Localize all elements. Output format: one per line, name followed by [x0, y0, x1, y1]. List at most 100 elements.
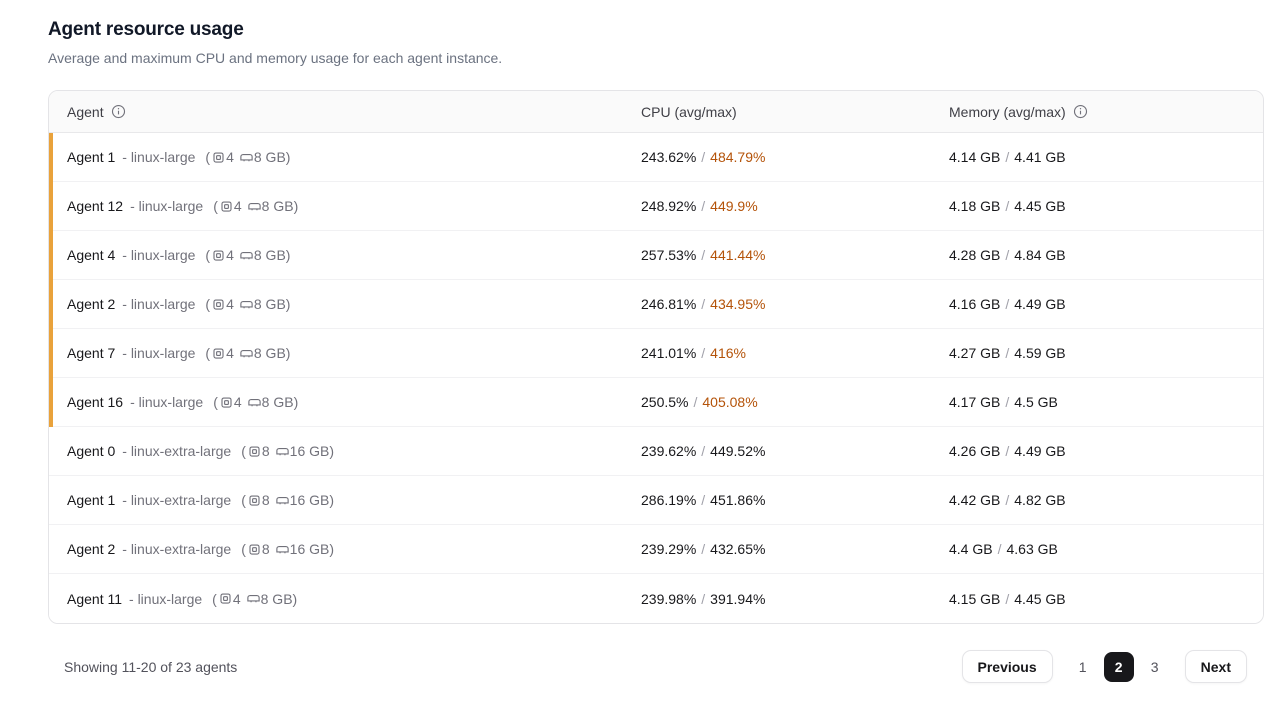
value-separator: / [997, 541, 1002, 557]
memory-cell: 4.17 GB/4.5 GB [949, 394, 1263, 410]
memory-cell: 4.42 GB/4.82 GB [949, 492, 1263, 508]
agent-name: Agent 2 [67, 541, 116, 557]
cpu-chip-icon [249, 445, 260, 457]
table-row: Agent 11 - linux-large ( 4 8 GB ) 239.98… [49, 574, 1263, 623]
cpu-cell: 246.81%/434.95% [641, 296, 949, 312]
agent-spec: ( 4 8 GB ) [205, 345, 290, 361]
agent-machine-type: - linux-large [122, 149, 196, 165]
spec-cores: 8 [261, 541, 270, 557]
memory-stick-icon [275, 447, 289, 455]
column-header-cpu: CPU (avg/max) [641, 104, 949, 120]
spec-close-paren: ) [329, 492, 335, 508]
cpu-cell: 248.92%/449.9% [641, 198, 949, 214]
results-summary: Showing 11-20 of 23 agents [64, 658, 238, 675]
spec-close-paren: ) [285, 296, 291, 312]
memory-stick-icon [275, 496, 289, 504]
cpu-cell: 243.62%/484.79% [641, 149, 949, 165]
page-button-3[interactable]: 3 [1140, 652, 1170, 682]
previous-button[interactable]: Previous [961, 650, 1053, 683]
spec-open-paren: ( [205, 247, 211, 263]
next-button[interactable]: Next [1184, 650, 1247, 683]
agent-machine-type: - linux-extra-large [122, 541, 232, 557]
cpu-chip-icon [249, 543, 260, 555]
spec-cores: 4 [226, 149, 234, 165]
spec-ram: 8 GB [261, 198, 294, 214]
memory-avg: 4.14 GB [949, 149, 1001, 165]
agent-machine-type: - linux-large [130, 394, 204, 410]
value-separator: / [1005, 492, 1010, 508]
value-separator: / [1005, 443, 1010, 459]
cpu-avg: 239.62% [641, 443, 697, 459]
agent-cell: Agent 7 - linux-large ( 4 8 GB ) [49, 345, 641, 361]
memory-avg: 4.16 GB [949, 296, 1001, 312]
cpu-cell: 241.01%/416% [641, 345, 949, 361]
agent-spec: ( 8 16 GB ) [241, 541, 334, 557]
agent-resource-usage-page: Agent resource usage Average and maximum… [48, 19, 1264, 683]
cpu-chip-icon [221, 396, 232, 408]
agent-machine-type: - linux-large [122, 247, 196, 263]
page-subtitle: Average and maximum CPU and memory usage… [48, 50, 503, 66]
spec-close-paren: ) [293, 394, 299, 410]
agent-name: Agent 0 [67, 443, 116, 459]
page-button-2[interactable]: 2 [1103, 651, 1134, 682]
spec-ram: 16 GB [289, 541, 330, 557]
cpu-chip-icon [221, 200, 232, 212]
spec-close-paren: ) [292, 590, 298, 607]
agent-spec: ( 4 8 GB ) [205, 296, 290, 312]
page-button-1[interactable]: 1 [1068, 652, 1098, 682]
cpu-avg: 248.92% [641, 198, 697, 214]
memory-max: 4.59 GB [1014, 345, 1066, 361]
cpu-max: 416% [710, 345, 746, 361]
table-row: Agent 4 - linux-large ( 4 8 GB ) 257.53%… [49, 231, 1263, 280]
spec-close-paren: ) [285, 345, 291, 361]
agent-name: Agent 4 [67, 247, 116, 263]
agent-machine-type: - linux-extra-large [122, 492, 232, 508]
spec-open-paren: ( [241, 443, 246, 459]
memory-stick-icon [240, 251, 253, 259]
agent-name: Agent 11 [67, 590, 123, 607]
cpu-cell: 239.98%/391.94% [641, 591, 949, 607]
memory-avg: 4.26 GB [949, 443, 1001, 459]
memory-avg: 4.4 GB [949, 541, 993, 557]
spec-open-paren: ( [213, 394, 218, 410]
cpu-avg: 239.98% [641, 590, 697, 607]
agent-cell: Agent 0 - linux-extra-large ( 8 16 GB ) [49, 443, 641, 459]
spec-cores: 4 [226, 296, 234, 312]
agent-spec: ( 4 8 GB ) [213, 394, 298, 410]
cpu-avg: 239.29% [641, 541, 697, 557]
spec-close-paren: ) [285, 247, 291, 263]
table-row: Agent 2 - linux-extra-large ( 8 16 GB ) … [49, 525, 1263, 574]
agent-machine-type: - linux-extra-large [122, 443, 232, 459]
memory-stick-icon [275, 545, 289, 553]
memory-cell: 4.26 GB/4.49 GB [949, 443, 1263, 459]
value-separator: / [1005, 198, 1010, 214]
table-header-row: Agent CPU (avg/max) Memory (avg/max) [49, 91, 1263, 133]
memory-avg: 4.17 GB [949, 394, 1001, 410]
agent-cell: Agent 11 - linux-large ( 4 8 GB ) [49, 591, 641, 607]
value-separator: / [1005, 247, 1010, 263]
agent-machine-type: - linux-large [129, 590, 203, 607]
memory-stick-icon [240, 300, 253, 308]
agent-column-label: Agent [67, 103, 104, 120]
agent-spec: ( 8 16 GB ) [241, 443, 334, 459]
agent-info-icon[interactable] [111, 104, 126, 119]
table-row: Agent 1 - linux-extra-large ( 8 16 GB ) … [49, 476, 1263, 525]
spec-ram: 16 GB [289, 492, 330, 508]
table-row: Agent 2 - linux-large ( 4 8 GB ) 246.81%… [49, 280, 1263, 329]
memory-max: 4.84 GB [1014, 247, 1066, 263]
spec-open-paren: ( [205, 149, 211, 165]
cpu-chip-icon [220, 593, 231, 604]
agent-name: Agent 7 [67, 345, 116, 361]
table-row: Agent 16 - linux-large ( 4 8 GB ) 250.5%… [49, 378, 1263, 427]
memory-stick-icon [240, 349, 253, 357]
spec-cores: 4 [226, 345, 234, 361]
memory-info-icon[interactable] [1073, 104, 1088, 119]
agent-cell: Agent 12 - linux-large ( 4 8 GB ) [49, 198, 641, 214]
cpu-max: 405.08% [702, 394, 758, 410]
memory-avg: 4.18 GB [949, 198, 1001, 214]
agent-spec: ( 8 16 GB ) [241, 492, 334, 508]
agent-name: Agent 16 [67, 394, 124, 410]
value-separator: / [701, 345, 706, 361]
